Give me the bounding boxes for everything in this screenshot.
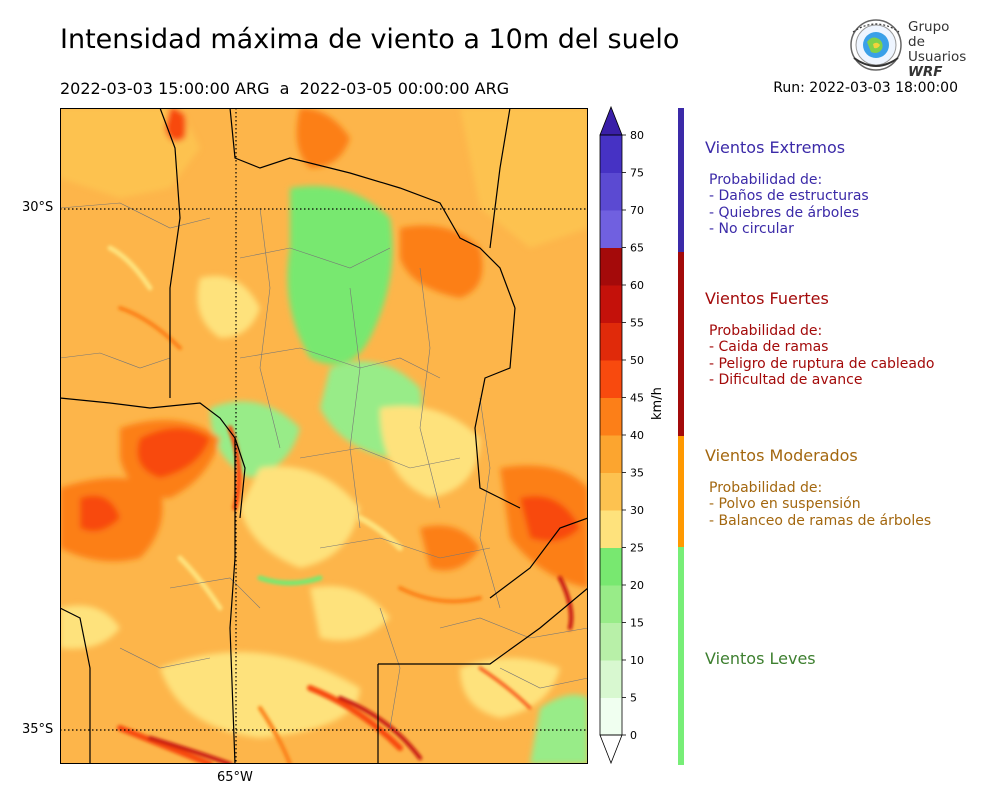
legend-bar-moderados bbox=[678, 436, 684, 547]
province-borders bbox=[60, 108, 588, 764]
logo-line-3: WRF bbox=[908, 64, 943, 80]
department-borders bbox=[60, 202, 588, 729]
grupo-usuarios-wrf-logo: Grupo de Usuarios WRF bbox=[848, 18, 968, 80]
colorbar-tick-label: 0 bbox=[630, 729, 637, 742]
colorbar: 0 5 10 15 20 25 30 35 40 45 50 55 60 65 70 75 80 bbox=[595, 105, 665, 770]
colorbar-extend-top bbox=[599, 105, 623, 136]
colorbar-tick-label: 50 bbox=[630, 354, 644, 367]
colorbar-tick-label: 75 bbox=[630, 167, 644, 180]
legend-line: - Dificultad de avance bbox=[709, 371, 863, 388]
legend-text-extremos: Probabilidad de: - Daños de estructuras … bbox=[709, 172, 869, 237]
globe-seal-icon bbox=[850, 19, 902, 71]
legend-line: - Balanceo de ramas de árboles bbox=[709, 512, 932, 529]
legend-title-fuertes: Vientos Fuertes bbox=[705, 289, 829, 308]
colorbar-tick-label: 35 bbox=[630, 467, 644, 480]
legend-line: - Quiebres de árboles bbox=[709, 204, 860, 221]
colorbar-tick-label: 25 bbox=[630, 542, 644, 555]
colorbar-segment bbox=[600, 135, 622, 173]
colorbar-tick-label: 45 bbox=[630, 392, 644, 405]
colorbar-segment bbox=[600, 697, 622, 736]
legend-line: - Polvo en suspensión bbox=[709, 496, 861, 513]
forecast-period: 2022-03-03 15:00:00 ARG a 2022-03-05 00:… bbox=[60, 79, 510, 98]
colorbar-tick-label: 20 bbox=[630, 579, 644, 592]
graticule bbox=[60, 108, 588, 764]
colorbar-tick-label: 40 bbox=[630, 429, 644, 442]
legend-line: Probabilidad de: bbox=[709, 480, 823, 496]
legend-line: - Daños de estructuras bbox=[709, 188, 869, 205]
colorbar-segment bbox=[600, 472, 622, 511]
wind-intensity-map bbox=[60, 108, 588, 764]
legend-title-moderados: Vientos Moderados bbox=[705, 446, 858, 465]
colorbar-segment bbox=[600, 585, 622, 623]
legend-line: Probabilidad de: bbox=[709, 172, 823, 188]
colorbar-segment bbox=[600, 172, 622, 211]
colorbar-segment bbox=[600, 285, 622, 323]
legend-line: - Caida de ramas bbox=[709, 339, 829, 356]
colorbar-tick-label: 60 bbox=[630, 279, 644, 292]
colorbar-tick-label: 65 bbox=[630, 242, 644, 255]
legend-text-fuertes: Probabilidad de: - Caida de ramas - Peli… bbox=[709, 323, 934, 388]
colorbar-tick-label: 80 bbox=[630, 129, 644, 142]
legend-title-extremos: Vientos Extremos bbox=[705, 138, 846, 157]
legend-title-leves: Vientos Leves bbox=[705, 649, 816, 668]
logo-line-2: Usuarios bbox=[908, 49, 967, 65]
legend-line: - No circular bbox=[709, 220, 794, 237]
wind-field bbox=[60, 108, 588, 764]
colorbar-tick-label: 55 bbox=[630, 317, 644, 330]
legend-bar-extremos bbox=[678, 108, 684, 252]
colorbar-svg: 0 5 10 15 20 25 30 35 40 45 50 55 60 65 70 75 80 bbox=[599, 105, 644, 765]
colorbar-segment bbox=[600, 210, 622, 248]
colorbar-segment bbox=[600, 247, 622, 286]
wind-streaks bbox=[107, 245, 574, 764]
colorbar-tick-label: 30 bbox=[630, 504, 644, 517]
colorbar-segment bbox=[600, 435, 622, 473]
legend-bar-fuertes bbox=[678, 252, 684, 436]
colorbar-segment bbox=[600, 322, 622, 361]
legend-bar-leves bbox=[678, 547, 684, 765]
colorbar-tick-label: 15 bbox=[630, 617, 644, 630]
colorbar-segment bbox=[600, 510, 622, 548]
run-time: Run: 2022-03-03 18:00:00 bbox=[773, 80, 958, 96]
map-title: Intensidad máxima de viento a 10m del su… bbox=[60, 24, 680, 55]
lat-label-35s: 35°S bbox=[22, 722, 54, 737]
colorbar-tick-label: 70 bbox=[630, 204, 644, 217]
colorbar-tick-label: 10 bbox=[630, 654, 644, 667]
colorbar-extend-bottom bbox=[599, 734, 623, 765]
logo-line-1: Grupo de bbox=[908, 19, 950, 50]
legend-text-moderados: Probabilidad de: - Polvo en suspensión -… bbox=[709, 480, 931, 529]
legend-line: - Peligro de ruptura de cableado bbox=[709, 355, 935, 372]
legend-line: Probabilidad de: bbox=[709, 323, 823, 339]
wind-field-svg bbox=[60, 108, 588, 764]
colorbar-segment bbox=[600, 660, 622, 698]
lon-label-65w: 65°W bbox=[217, 770, 253, 785]
lat-label-30s: 30°S bbox=[22, 200, 54, 215]
colorbar-segment bbox=[600, 360, 622, 398]
map-frame bbox=[60, 108, 588, 764]
colorbar-segment bbox=[600, 622, 622, 661]
colorbar-segment bbox=[600, 397, 622, 436]
colorbar-tick-label: 5 bbox=[630, 692, 637, 705]
colorbar-unit-label: km/h bbox=[650, 387, 665, 420]
colorbar-segment bbox=[600, 547, 622, 586]
